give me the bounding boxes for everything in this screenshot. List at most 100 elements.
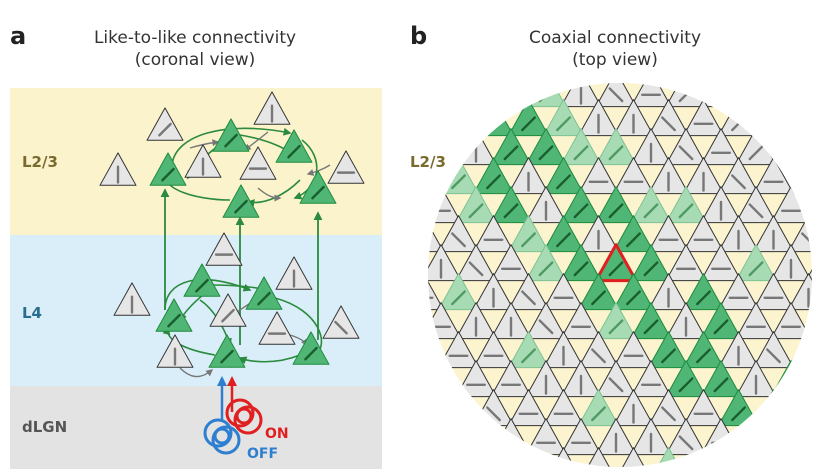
neuron-triangle — [735, 186, 777, 224]
neuron-triangle — [630, 128, 672, 166]
neuron-triangle — [665, 186, 707, 224]
neuron-triangle — [718, 273, 759, 311]
highlighted-neuron — [594, 243, 638, 283]
neuron-triangle — [614, 42, 654, 78]
neuron-triangle — [245, 276, 283, 310]
panel-a-letter: a — [10, 22, 27, 50]
off-receptive-field — [203, 418, 241, 455]
label-l4-a: L4 — [22, 304, 42, 322]
panel-a-title-line2: (coronal view) — [134, 50, 256, 70]
neuron-triangle — [205, 232, 243, 266]
neuron-triangle — [578, 215, 619, 253]
neuron-triangle — [455, 360, 497, 398]
neuron-triangle — [253, 91, 291, 125]
neuron-triangle — [155, 298, 193, 332]
neuron-triangle — [508, 215, 549, 253]
neuron-triangle — [718, 331, 759, 369]
panel-b-title-line1: Coaxial connectivity — [528, 28, 702, 48]
neuron-triangle — [665, 302, 707, 340]
neuron-triangle — [630, 244, 672, 282]
neuron-triangle — [735, 244, 777, 282]
neuron-triangle — [508, 389, 549, 427]
neuron-triangle — [455, 244, 497, 282]
neuron-triangle — [184, 144, 222, 178]
neuron-triangle — [275, 256, 313, 290]
neuron-triangle — [648, 215, 689, 253]
neuron-triangle — [595, 418, 637, 456]
neuron-triangle — [490, 302, 532, 340]
neuron-triangle — [113, 282, 151, 316]
neuron-triangle — [438, 215, 479, 253]
neuron-triangle — [770, 302, 812, 340]
neuron-triangle — [258, 311, 296, 345]
neuron-triangle — [595, 302, 637, 340]
label-dlgn: dLGN — [22, 418, 67, 436]
neuron-triangle — [630, 360, 672, 398]
neuron-triangle — [648, 389, 689, 427]
neuron-triangle — [595, 128, 637, 166]
panel-a-title: Like-to-like connectivity (coronal view) — [40, 27, 350, 71]
neuron-triangle — [560, 244, 602, 282]
neuron-triangle — [560, 128, 602, 166]
neuron-triangle — [595, 83, 637, 108]
neuron-triangle — [665, 360, 707, 398]
neuron-triangle — [718, 157, 759, 195]
panel-a-neurons — [99, 91, 365, 368]
neuron-triangle — [613, 273, 654, 311]
neuron-triangle — [490, 244, 532, 282]
neuron-triangle — [648, 99, 689, 137]
neuron-triangle — [543, 157, 584, 195]
neuron-triangle — [543, 389, 584, 427]
off-label: OFF — [247, 446, 278, 462]
neuron-triangle — [490, 186, 532, 224]
neuron-triangle — [156, 334, 194, 368]
neuron-triangle — [665, 418, 707, 456]
neuron-triangle — [322, 305, 360, 339]
neuron-triangle — [630, 186, 672, 224]
neuron-triangle — [700, 128, 742, 166]
neuron-triangle — [613, 99, 654, 137]
neuron-triangle — [578, 157, 619, 195]
dlgn-input-arrows — [217, 376, 237, 420]
neuron-triangle — [490, 360, 532, 398]
neuron-triangle — [455, 302, 497, 340]
neuron-triangle — [327, 150, 365, 184]
neuron-triangle — [473, 215, 514, 253]
neuron-triangle — [613, 157, 654, 195]
neuron-triangle — [525, 244, 567, 282]
neuron-triangle — [560, 186, 602, 224]
on-label: ON — [265, 426, 289, 442]
neuron-triangle — [455, 186, 497, 224]
neuron-triangle — [149, 152, 187, 186]
neuron-triangle — [222, 184, 260, 218]
neuron-triangle — [543, 215, 584, 253]
neuron-triangle — [428, 273, 444, 311]
neuron-triangle — [683, 273, 724, 311]
neuron-triangle — [473, 273, 514, 311]
neuron-triangle — [718, 389, 759, 427]
neuron-triangle — [613, 389, 654, 427]
neuron-triangle — [525, 83, 567, 108]
neuron-triangle — [700, 360, 742, 398]
neuron-triangle — [683, 99, 724, 137]
neuron-triangle — [560, 418, 602, 456]
neuron-triangle — [630, 302, 672, 340]
neuron-triangle — [473, 331, 514, 369]
neuron-triangle — [735, 360, 777, 398]
neuron-triangle — [428, 331, 444, 369]
neuron-triangle — [209, 293, 247, 327]
neuron-triangle — [630, 418, 672, 456]
neuron-triangle — [525, 186, 567, 224]
neuron-triangle — [683, 389, 724, 427]
neuron-triangle — [560, 302, 602, 340]
neuron-triangle — [578, 99, 619, 137]
neuron-triangle — [183, 263, 221, 297]
neuron-triangle — [578, 389, 619, 427]
neuron-triangle — [788, 157, 812, 195]
neuron-triangle — [508, 99, 549, 137]
neuron-triangle — [578, 273, 619, 311]
neuron-triangle — [770, 244, 812, 282]
neuron-triangle — [490, 128, 532, 166]
neuron-triangle — [525, 302, 567, 340]
neuron-triangle — [543, 99, 584, 137]
